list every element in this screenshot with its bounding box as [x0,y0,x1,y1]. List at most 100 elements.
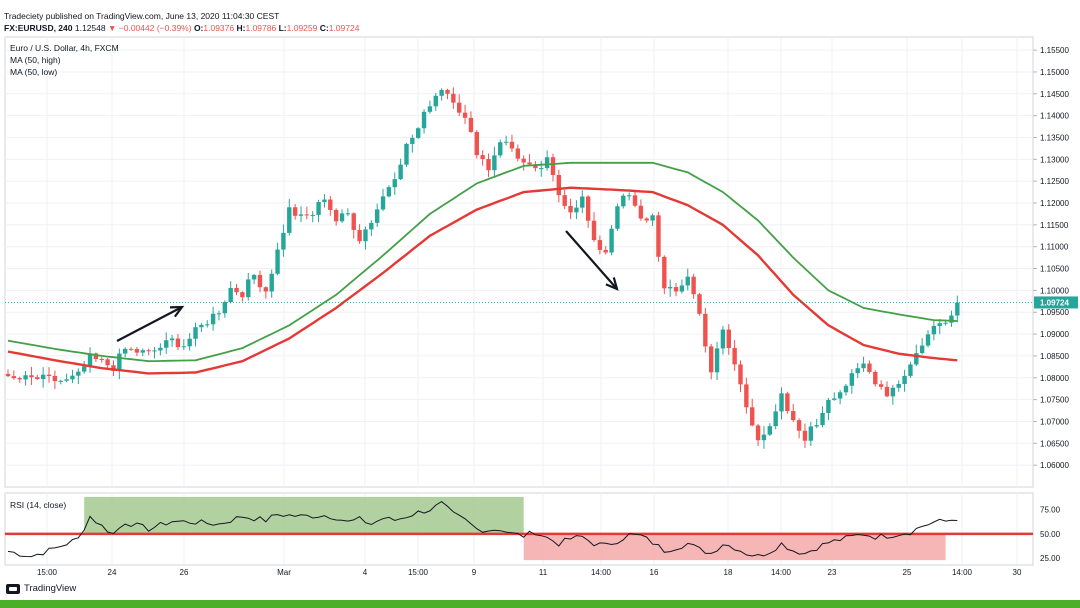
candle-body [310,214,315,216]
candle-body [873,371,878,385]
x-tick-label: 15:00 [408,568,429,577]
candle-body [369,222,374,230]
candle-body [533,164,538,169]
legend-ma-high: MA (50, high) [10,55,61,65]
candle-body [52,375,58,382]
candle-body [785,393,790,412]
candle-body [544,157,550,169]
candle-body [146,350,151,352]
x-tick-label: 14:00 [952,568,973,577]
price-tick-label: 1.09500 [1040,308,1069,317]
candle-body [521,158,526,163]
price-tick-label: 1.14000 [1040,112,1069,121]
candle-body [867,363,872,372]
candle-body [11,376,17,379]
candle-body [123,348,128,354]
x-tick-label: Mar [277,568,291,577]
price-tick-label: 1.11000 [1040,243,1069,252]
symbol-line: FX:EURUSD, 240 1.12548 ▼ −0.00442 (−0.39… [4,23,359,33]
price-change: −0.00442 (−0.39%) [118,23,192,33]
candle-body [234,287,239,293]
candle-body [662,256,667,289]
price-tick-label: 1.12500 [1040,177,1069,186]
candle-body [433,95,438,107]
candle-body [70,375,75,380]
candle-body [169,338,175,341]
candle-body [181,346,186,348]
candle-body [363,229,368,242]
candle-body [328,199,333,210]
candle-body [949,315,954,323]
candle-body [744,384,749,408]
candle-body [609,228,614,253]
candle-body [216,313,222,315]
candle-body [404,143,409,165]
candle-body [550,157,556,175]
candle-body [908,364,913,376]
candle-body [205,324,210,326]
candle-body [392,179,397,188]
candle-body [251,274,257,280]
chart-legend-title: Euro / U.S. Dollar, 4h, FXCM [10,43,119,53]
candle-body [644,218,649,221]
candle-body [64,379,69,381]
candle-body [673,287,679,292]
ma-high-line [7,161,958,363]
price-tick-label: 1.08500 [1040,352,1069,361]
candle-body [773,411,778,427]
close-value: 1.09724 [328,23,360,33]
candle-body [468,117,474,132]
published-line: Tradeciety published on TradingView.com,… [4,11,280,21]
candle-body [667,287,673,289]
arrow-down-head [605,277,619,291]
candle-body [111,365,116,371]
x-tick-label: 16 [650,568,659,577]
candle-body [35,377,40,380]
open-value: 1.09376 [203,23,235,33]
candle-body [457,102,462,113]
candle-body [17,378,22,380]
candle-body [720,329,726,349]
candle-body [339,213,345,222]
price-tick-label: 1.15500 [1040,46,1069,55]
x-tick-label: 30 [1013,568,1022,577]
price-tick-label: 1.09000 [1040,330,1069,339]
candle-body [591,220,597,241]
candle-body [814,425,819,427]
close-label: C: [319,23,329,33]
candle-body [486,158,491,171]
candle-body [621,195,626,207]
bottom-green-bar [0,600,1080,608]
candle-body [796,420,802,431]
candle-body [210,313,216,325]
candle-body [574,207,579,213]
tradingview-logo[interactable]: TradingView [6,583,76,594]
candle-body [925,334,931,346]
candle-body [76,371,81,376]
price-pane [4,36,1034,488]
candle-body [855,368,860,374]
open-label: O: [193,23,204,33]
candle-body [357,229,362,242]
candle-body [615,206,620,229]
candle-body [46,374,52,376]
tradingview-icon [6,583,20,594]
candle-body [416,128,421,138]
candle-body [40,374,46,380]
candle-body [164,340,169,348]
candle-body [943,322,948,324]
candle-body [626,195,632,197]
candle-body [726,329,731,349]
candle-body [878,384,884,387]
candle-body [462,112,468,118]
price-tick-label: 1.10000 [1040,286,1069,295]
candle-body [439,89,444,96]
candle-body [656,215,661,257]
candle-body [134,349,140,353]
candle-body [556,174,562,196]
x-tick-label: 23 [828,568,837,577]
candle-body [890,387,896,397]
price-tick-label: 1.08000 [1040,374,1069,383]
candle-body [140,350,145,353]
